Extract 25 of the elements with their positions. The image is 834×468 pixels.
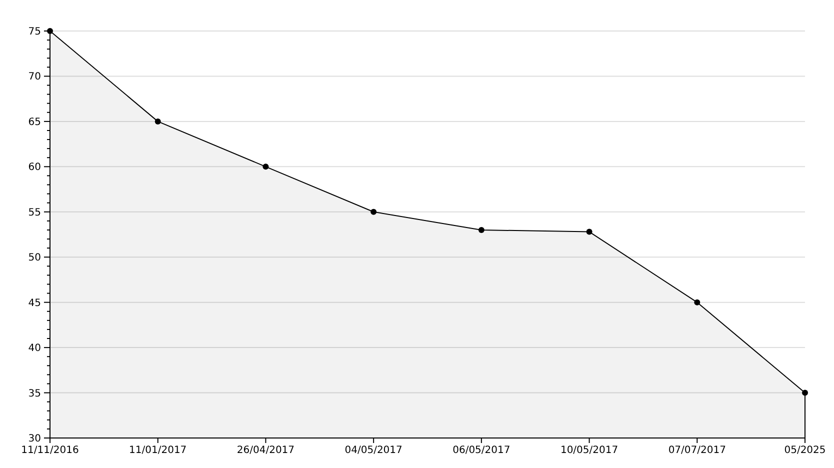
y-tick-label: 30 xyxy=(28,434,41,444)
x-tick-label: 11/11/2016 xyxy=(21,445,79,456)
x-tick-label: 05/2025 xyxy=(784,445,826,456)
y-tick-label: 75 xyxy=(28,26,41,38)
point xyxy=(802,390,808,396)
x-tick-label: 07/07/2017 xyxy=(668,445,726,456)
x-tick-label: 26/04/2017 xyxy=(236,445,295,456)
y-tick-label: 65 xyxy=(28,116,41,128)
point xyxy=(154,118,161,124)
y-tick-label: 35 xyxy=(28,388,41,400)
x-tick-label: 11/01/2017 xyxy=(129,445,187,456)
y-tick-label: 45 xyxy=(28,298,41,309)
point xyxy=(586,228,592,235)
y-tick-label: 60 xyxy=(28,162,41,174)
point xyxy=(694,299,700,306)
y-tick-label: 50 xyxy=(28,252,41,264)
x-tick-label: 10/05/2017 xyxy=(560,445,618,456)
y-tick-label: 55 xyxy=(28,207,41,218)
x-tick-label: 06/05/2017 xyxy=(452,445,510,456)
y-tick-label: 40 xyxy=(28,343,41,354)
point xyxy=(478,226,484,233)
point xyxy=(370,208,377,215)
x-tick-label: 04/05/2017 xyxy=(344,445,402,456)
point xyxy=(262,164,269,170)
y-tick-label: 70 xyxy=(28,72,41,83)
